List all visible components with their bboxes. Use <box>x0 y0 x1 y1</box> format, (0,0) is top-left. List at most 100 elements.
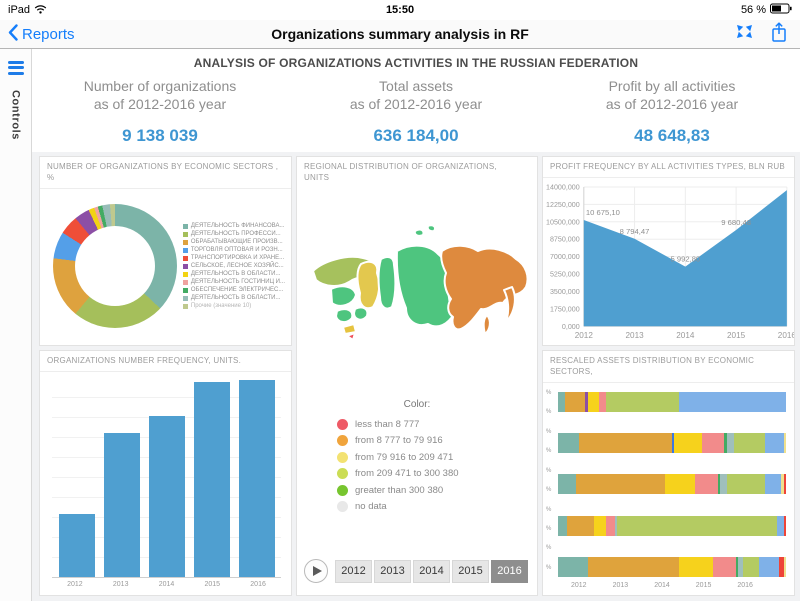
stacked-segment[interactable] <box>578 433 672 454</box>
donut-legend-item[interactable]: ДЕЯТЕЛЬНОСТЬ ПРОФЕССИ... <box>182 231 285 238</box>
stacked-segment[interactable] <box>671 433 675 454</box>
donut-legend-item[interactable]: ОБЕСПЕЧЕНИЕ ЭЛЕКТРИЧЕС... <box>182 287 285 293</box>
y-tick-label: % <box>546 409 552 416</box>
stacked-segment[interactable] <box>717 474 720 495</box>
stacked-segment[interactable] <box>599 391 606 412</box>
stacked-segment[interactable] <box>617 515 777 536</box>
legend-swatch <box>182 303 188 309</box>
map-region[interactable] <box>440 244 529 331</box>
stacked-segment[interactable] <box>594 515 606 536</box>
map-region[interactable] <box>482 313 491 335</box>
donut-legend-item[interactable]: ТРАНСПОРТИРОВКА И ХРАНЕ... <box>182 255 285 261</box>
stacked-segment[interactable] <box>783 433 786 454</box>
share-icon[interactable] <box>770 21 788 48</box>
stacked-segment[interactable] <box>779 556 784 577</box>
year-button-2015[interactable]: 2015 <box>452 559 489 583</box>
year-button-2012[interactable]: 2012 <box>335 559 372 583</box>
map-region[interactable] <box>377 256 397 310</box>
stacked-segment[interactable] <box>558 556 588 577</box>
stacked-segment[interactable] <box>614 515 618 536</box>
stacked-segment[interactable] <box>783 474 786 495</box>
report-title: ANALYSIS OF ORGANIZATIONS ACTIVITIES IN … <box>193 56 639 70</box>
stacked-segment[interactable] <box>587 391 599 412</box>
stacked-segment[interactable] <box>719 474 727 495</box>
map-region[interactable] <box>503 285 516 323</box>
content-area: Controls ANALYSIS OF ORGANIZATIONS ACTIV… <box>0 49 800 601</box>
stacked-segment[interactable] <box>564 391 586 412</box>
donut-chart[interactable] <box>53 204 177 329</box>
stacked-segment[interactable] <box>733 433 766 454</box>
stacked-segment[interactable] <box>783 515 786 536</box>
stacked-segment[interactable] <box>558 391 565 412</box>
legend-label: ДЕЯТЕЛЬНОСТЬ ПРОФЕССИ... <box>190 231 281 238</box>
stacked-segment[interactable] <box>585 391 588 412</box>
stacked-segment[interactable] <box>558 474 577 495</box>
donut-legend-item[interactable]: ДЕЯТЕЛЬНОСТЬ В ОБЛАСТИ... <box>182 295 285 301</box>
y-tick-label: % <box>546 389 552 396</box>
stacked-segment[interactable] <box>783 556 786 577</box>
map-region[interactable] <box>413 228 425 237</box>
stacked-segment[interactable] <box>765 474 782 495</box>
stacked-segment[interactable] <box>558 515 568 536</box>
stacked-segment[interactable] <box>576 474 666 495</box>
donut-legend-item[interactable]: Прочие (значение 10) <box>182 303 285 309</box>
bar[interactable] <box>103 433 140 577</box>
stacked-segment[interactable] <box>735 556 739 577</box>
stacked-segment[interactable] <box>781 474 784 495</box>
year-button-2013[interactable]: 2013 <box>374 559 411 583</box>
stacked-segment[interactable] <box>765 433 784 454</box>
stacked-segment[interactable] <box>674 433 702 454</box>
year-player: 2012 2013 2014 2015 2016 <box>297 559 537 595</box>
stacked-segment[interactable] <box>726 474 766 495</box>
x-tick-label: 2012 <box>67 581 83 588</box>
controls-tab[interactable]: Controls <box>9 90 22 141</box>
map-region[interactable] <box>342 322 357 335</box>
map-region[interactable] <box>353 306 369 321</box>
donut-legend-item[interactable]: ДЕЯТЕЛЬНОСТЬ ФИНАНСОВА... <box>182 223 285 229</box>
svg-text:12250,000: 12250,000 <box>546 202 580 209</box>
panel-title: REGIONAL DISTRIBUTION OF ORGANIZATIONS, … <box>304 162 497 183</box>
stacked-segment[interactable] <box>665 474 695 495</box>
donut-legend-item[interactable]: ДЕЯТЕЛЬНОСТЬ В ОБЛАСТИ... <box>182 271 285 277</box>
year-button-2016[interactable]: 2016 <box>491 559 528 583</box>
stacked-segment[interactable] <box>724 433 727 454</box>
fullscreen-icon[interactable] <box>736 24 753 44</box>
bar[interactable] <box>58 514 95 577</box>
legend-swatch <box>182 287 188 293</box>
stacked-segment[interactable] <box>587 556 679 577</box>
stacked-segment[interactable] <box>738 556 743 577</box>
stacked-segment[interactable] <box>678 556 713 577</box>
stacked-segment[interactable] <box>605 515 615 536</box>
stacked-segment[interactable] <box>701 433 725 454</box>
map-region[interactable] <box>356 260 381 310</box>
back-button[interactable]: Reports <box>8 23 75 45</box>
donut-legend-item[interactable]: ОБРАБАТЫВАЮЩИЕ ПРОИЗВ... <box>182 239 285 245</box>
stacked-segment[interactable] <box>742 556 759 577</box>
area-series[interactable] <box>583 190 787 327</box>
donut-legend-item[interactable]: ДЕЯТЕЛЬНОСТЬ ГОСТИНИЦ И... <box>182 279 285 285</box>
stacked-segment[interactable] <box>758 556 780 577</box>
donut-legend-item[interactable]: СЕЛЬСКОЕ, ЛЕСНОЕ ХОЗЯЙС... <box>182 263 285 269</box>
stacked-segment[interactable] <box>694 474 718 495</box>
stacked-segment[interactable] <box>678 391 786 412</box>
map-region[interactable] <box>346 331 356 341</box>
map-region[interactable] <box>335 308 354 323</box>
stacked-segment[interactable] <box>726 433 734 454</box>
map-region[interactable] <box>330 285 357 307</box>
stacked-segment[interactable] <box>567 515 595 536</box>
hamburger-menu-icon[interactable] <box>7 58 24 77</box>
bar[interactable] <box>193 382 230 577</box>
stacked-segment[interactable] <box>713 556 736 577</box>
year-button-2014[interactable]: 2014 <box>413 559 450 583</box>
donut-legend-item[interactable]: ТОРГОВЛЯ ОПТОВАЯ И РОЗН... <box>182 247 285 253</box>
stacked-segment[interactable] <box>558 433 579 454</box>
stacked-segment[interactable] <box>605 391 679 412</box>
svg-text:2015: 2015 <box>727 331 746 340</box>
stacked-segment[interactable] <box>776 515 784 536</box>
panel-title: ORGANIZATIONS NUMBER FREQUENCY, UNITS. <box>40 351 291 373</box>
bar[interactable] <box>238 380 275 577</box>
play-button[interactable] <box>304 559 328 583</box>
map-region[interactable] <box>426 224 437 233</box>
kpi-total-assets: Total assets as of 2012-2016 year 636 184… <box>288 77 544 146</box>
bar[interactable] <box>148 415 185 577</box>
